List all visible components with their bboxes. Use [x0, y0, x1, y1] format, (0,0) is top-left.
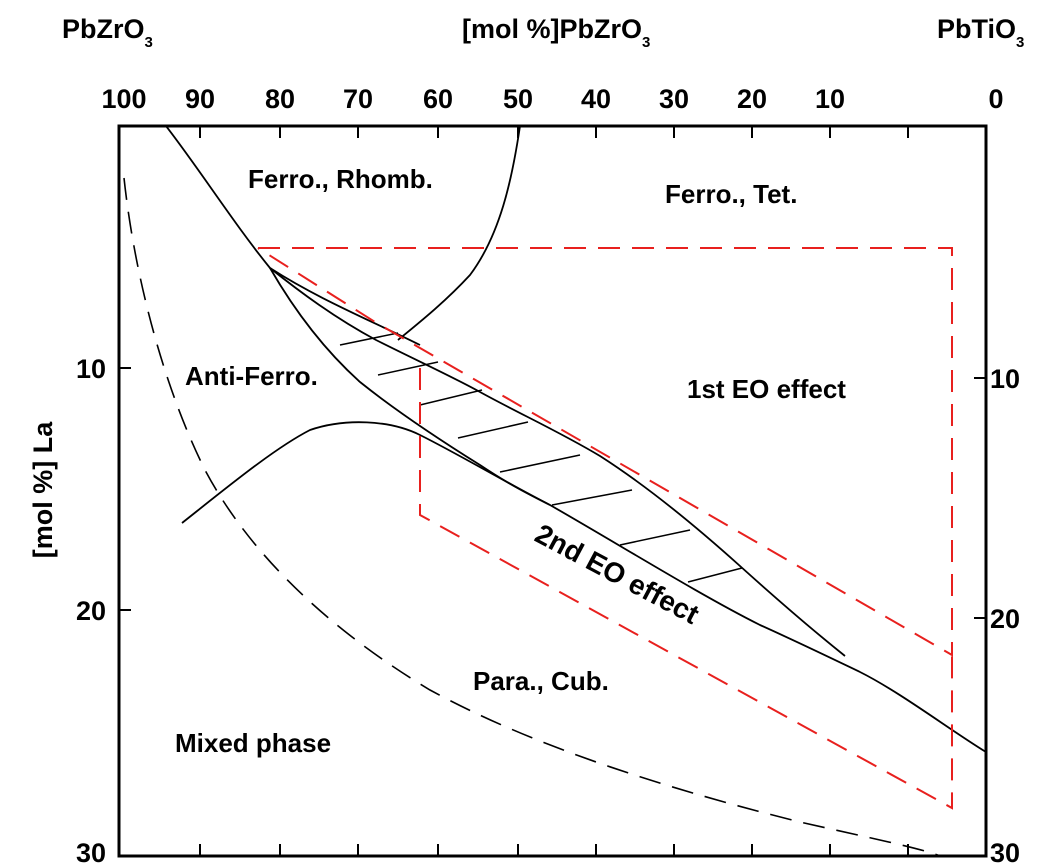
- left-tick-label: 10: [76, 354, 106, 384]
- plot-frame: [117, 124, 988, 858]
- region-second-eo: 2nd EO effect: [530, 518, 704, 630]
- right-axis-tick-marks: [974, 377, 986, 619]
- region-ferro-tet: Ferro., Tet.: [665, 179, 797, 209]
- phase-boundaries: [165, 125, 987, 753]
- af-fe-boundary: [165, 125, 846, 657]
- rhomb-tet-boundary: [397, 125, 521, 341]
- bottom-axis-tick-marks: [199, 844, 909, 856]
- region-first-eo: 1st EO effect: [687, 374, 846, 404]
- af-para-boundary: [181, 421, 987, 753]
- top-tick-label: 80: [265, 84, 295, 114]
- right-axis-tick-labels: 10 20 30: [990, 364, 1020, 865]
- top-tick-label: 20: [737, 84, 767, 114]
- first-eo-outline: [257, 247, 953, 657]
- top-tick-label: 50: [503, 84, 533, 114]
- left-tick-label: 20: [76, 596, 106, 626]
- region-ferro-rhomb: Ferro., Rhomb.: [248, 164, 433, 194]
- top-tick-label: 30: [659, 84, 689, 114]
- right-tick-label: 30: [990, 838, 1020, 865]
- mixed-phase-boundary: [123, 177, 941, 857]
- top-tick-label: 70: [343, 84, 373, 114]
- top-axis-tick-labels: 100 90 80 70 60 50 40 30 20 10 0: [101, 84, 1003, 114]
- right-tick-label: 10: [990, 364, 1020, 394]
- second-eo-hatching: [339, 332, 743, 583]
- top-axis-title: [mol %]PbZrO3: [462, 14, 650, 51]
- left-axis-title: [mol %] La: [28, 421, 58, 558]
- corner-label-left: PbZrO3: [62, 14, 153, 51]
- af-lower-boundary: [269, 267, 551, 506]
- top-axis-tick-marks: [199, 126, 909, 138]
- eo-effect-outlines: [257, 247, 953, 810]
- right-tick-label: 20: [990, 604, 1020, 634]
- top-tick-label: 40: [581, 84, 611, 114]
- top-tick-label: 60: [423, 84, 453, 114]
- region-anti-ferro: Anti-Ferro.: [185, 361, 318, 391]
- region-mixed-phase: Mixed phase: [175, 728, 331, 758]
- top-tick-label: 100: [101, 84, 146, 114]
- top-tick-label: 0: [988, 84, 1003, 114]
- corner-label-right: PbTiO3: [937, 14, 1024, 51]
- left-axis-tick-labels: 10 20 30: [76, 354, 106, 865]
- left-tick-label: 30: [76, 838, 106, 865]
- region-para-cub: Para., Cub.: [473, 666, 609, 696]
- top-tick-label: 90: [185, 84, 215, 114]
- top-tick-label: 10: [815, 84, 845, 114]
- region-labels: Ferro., Rhomb. Ferro., Tet. Anti-Ferro. …: [175, 164, 846, 758]
- left-axis-tick-marks: [119, 367, 131, 611]
- second-eo-outline: [419, 368, 953, 810]
- hatch-upper-edge: [269, 267, 421, 346]
